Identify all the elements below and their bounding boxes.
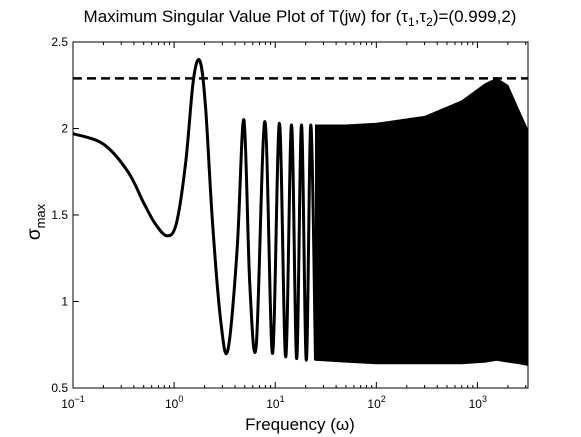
x-tick-labels: 10−1 100 101 102 103 (61, 394, 487, 411)
y-tick-label: 1 (61, 295, 68, 309)
y-tick-labels: 0.5 1 1.5 2 2.5 (51, 35, 68, 395)
y-tick-label: 2 (61, 122, 68, 136)
chart-title: Maximum Singular Value Plot of T(jw) for… (84, 7, 517, 29)
y-axis-label: σmax (24, 203, 48, 240)
x-axis-label: Frequency (ω) (245, 415, 355, 434)
title-comma: , (415, 7, 420, 26)
series-sigma-max-line (72, 58, 317, 362)
axis-ticks (72, 41, 528, 389)
title-sub-1: 1 (408, 15, 415, 29)
title-prefix: Maximum Singular Value Plot of T(jw) for… (84, 7, 402, 26)
title-suffix: )=(0.999,2) (433, 7, 517, 26)
x-tick-label: 100 (165, 394, 183, 411)
x-tick-label: 10−1 (61, 394, 85, 411)
x-tick-label: 101 (266, 394, 284, 411)
x-tick-label: 103 (469, 394, 487, 411)
title-tau-1: τ (401, 7, 408, 26)
y-tick-label: 2.5 (51, 35, 68, 49)
title-tau-2: τ (419, 7, 426, 26)
y-tick-label: 1.5 (51, 208, 68, 222)
title-sub-2: 2 (426, 15, 433, 29)
x-tick-label: 102 (367, 394, 385, 411)
y-tick-label: 0.5 (51, 381, 68, 395)
